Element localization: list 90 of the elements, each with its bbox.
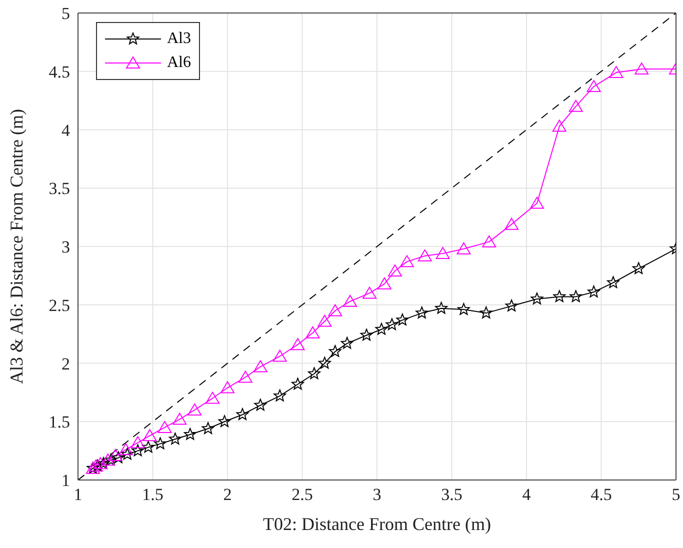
point bbox=[236, 408, 249, 420]
point bbox=[93, 457, 108, 470]
point bbox=[435, 302, 448, 314]
y-tick-label: 3.5 bbox=[48, 179, 70, 198]
point bbox=[586, 80, 601, 92]
legend-label: Al3 bbox=[167, 30, 191, 48]
legend-label: Al6 bbox=[167, 54, 191, 72]
point bbox=[168, 432, 182, 444]
x-axis-title: T02: Distance From Centre (m) bbox=[263, 514, 491, 534]
point bbox=[456, 242, 471, 254]
y-tick-label: 3 bbox=[62, 238, 70, 257]
point bbox=[482, 235, 496, 248]
point bbox=[570, 290, 582, 302]
point bbox=[416, 306, 428, 318]
point bbox=[318, 356, 331, 369]
point bbox=[290, 338, 305, 350]
point bbox=[396, 314, 409, 326]
x-tick-label: 4 bbox=[522, 485, 532, 504]
x-tick-label: 5 bbox=[672, 485, 680, 504]
point bbox=[360, 328, 373, 341]
point bbox=[362, 286, 377, 299]
point bbox=[274, 389, 286, 402]
y-axis-title: Al3 & Al6: Distance From Centre (m) bbox=[6, 109, 26, 384]
point bbox=[218, 415, 231, 427]
point bbox=[318, 314, 332, 327]
y-tick-label: 4 bbox=[62, 120, 70, 140]
point bbox=[253, 360, 268, 372]
point bbox=[142, 429, 157, 442]
y-tick-label: 2.5 bbox=[48, 296, 70, 315]
point bbox=[97, 457, 110, 470]
point bbox=[158, 420, 172, 433]
x-tick-label: 2 bbox=[223, 485, 232, 504]
point bbox=[184, 428, 196, 440]
x-tick-label: 4.5 bbox=[590, 485, 612, 504]
point bbox=[202, 422, 214, 434]
point bbox=[632, 262, 645, 274]
point bbox=[609, 66, 624, 78]
point bbox=[418, 249, 432, 262]
point bbox=[142, 440, 154, 453]
x-tick-label: 2.5 bbox=[292, 485, 313, 504]
point bbox=[588, 286, 600, 298]
point bbox=[254, 398, 267, 411]
point bbox=[104, 454, 118, 466]
x-tick-label: 3 bbox=[372, 485, 382, 504]
point bbox=[400, 255, 414, 268]
point bbox=[292, 378, 304, 390]
point bbox=[340, 336, 354, 349]
y-tick-label: 4.5 bbox=[48, 62, 70, 82]
point bbox=[530, 292, 544, 304]
point bbox=[386, 318, 398, 330]
point bbox=[480, 306, 492, 318]
point bbox=[505, 300, 518, 312]
point bbox=[634, 62, 649, 75]
point bbox=[458, 303, 470, 315]
x-tick-label: 3.5 bbox=[441, 485, 462, 504]
point bbox=[607, 276, 620, 288]
y-tick-label: 1.5 bbox=[48, 412, 70, 432]
point bbox=[132, 444, 144, 456]
point bbox=[172, 412, 187, 425]
x-tick-label: 1 bbox=[74, 485, 82, 504]
point bbox=[377, 277, 392, 290]
point bbox=[308, 367, 320, 380]
point bbox=[530, 196, 544, 209]
point bbox=[130, 436, 145, 448]
point bbox=[343, 294, 358, 307]
point bbox=[328, 304, 342, 316]
point bbox=[553, 290, 566, 302]
point bbox=[220, 381, 234, 394]
point bbox=[108, 448, 122, 461]
point bbox=[112, 451, 125, 464]
point bbox=[154, 437, 166, 450]
point bbox=[272, 350, 287, 362]
point bbox=[328, 345, 342, 357]
point bbox=[504, 218, 519, 230]
point bbox=[118, 443, 133, 456]
point bbox=[552, 120, 566, 132]
point bbox=[306, 326, 320, 338]
x-tick-label: 1.5 bbox=[142, 485, 164, 504]
point bbox=[375, 322, 388, 335]
y-tick-label: 5 bbox=[62, 4, 70, 24]
point bbox=[188, 403, 202, 416]
y-tick-label: 2 bbox=[62, 354, 70, 374]
point bbox=[568, 100, 583, 112]
point bbox=[206, 392, 220, 404]
point bbox=[436, 247, 450, 260]
y-tick-label: 1 bbox=[62, 471, 70, 490]
point bbox=[238, 370, 252, 383]
point bbox=[121, 448, 134, 460]
point bbox=[388, 264, 402, 277]
point bbox=[100, 454, 115, 466]
